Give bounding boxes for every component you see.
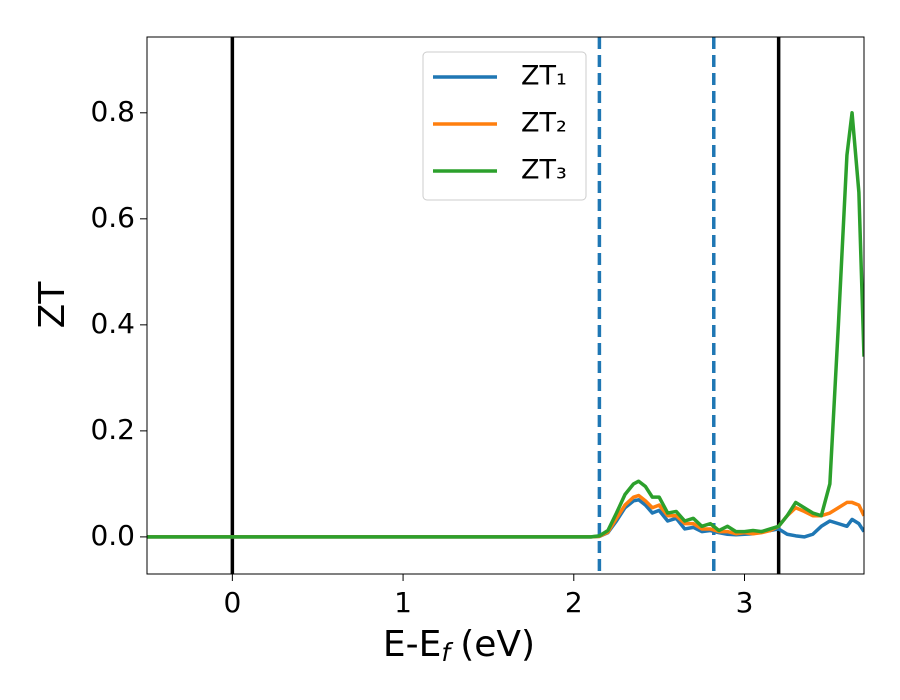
x-label-sub: f bbox=[441, 638, 453, 667]
series-line bbox=[147, 111, 864, 539]
x-label-base: E-E bbox=[383, 624, 441, 665]
y-tick-label: 0.8 bbox=[90, 95, 135, 128]
legend-label: ZT₁ bbox=[521, 61, 567, 92]
x-tick-label: 0 bbox=[223, 586, 241, 619]
y-tick-label: 0.0 bbox=[90, 519, 135, 552]
x-label-unit: (eV) bbox=[460, 624, 535, 665]
legend-label: ZT₂ bbox=[521, 108, 567, 139]
y-tick-label: 0.2 bbox=[90, 413, 135, 446]
legend-label: ZT₃ bbox=[521, 155, 567, 186]
y-tick-label: 0.4 bbox=[90, 307, 135, 340]
plot-area bbox=[147, 37, 864, 574]
x-tick-label: 3 bbox=[736, 586, 754, 619]
legend-box bbox=[422, 51, 587, 201]
y-axis-label: ZT bbox=[32, 281, 73, 329]
plot-frame bbox=[146, 36, 865, 575]
y-tick-label: 0.6 bbox=[90, 201, 135, 234]
x-tick-label: 1 bbox=[394, 586, 412, 619]
x-tick-label: 2 bbox=[565, 586, 583, 619]
x-axis-label: E-Ef (eV) bbox=[383, 624, 535, 667]
